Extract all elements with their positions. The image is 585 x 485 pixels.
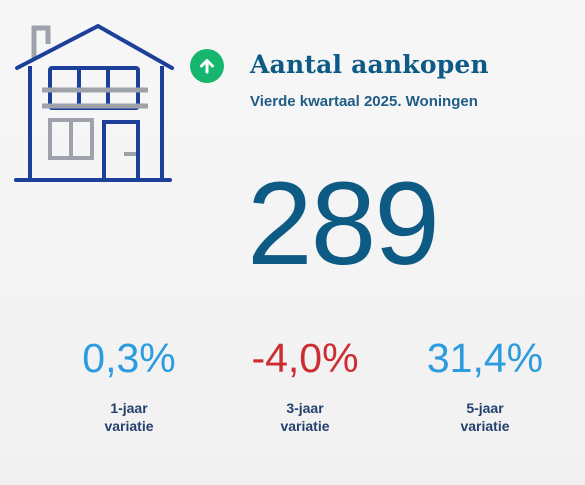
- metric-label: 1-jaar variatie: [44, 399, 214, 435]
- metric-label-line1: 3-jaar: [286, 400, 324, 416]
- metric-label-line2: variatie: [104, 418, 154, 434]
- metric-1-year: 0,3% 1-jaar variatie: [44, 338, 214, 435]
- metric-value: -4,0%: [251, 335, 359, 381]
- metric-label-line1: 1-jaar: [110, 400, 148, 416]
- metric-label-line2: variatie: [280, 418, 330, 434]
- arrow-up-icon: [190, 49, 224, 83]
- page-title: Aantal aankopen: [250, 50, 489, 79]
- metric-label-line1: 5-jaar: [466, 400, 504, 416]
- metric-label-line2: variatie: [460, 418, 510, 434]
- metric-label: 3-jaar variatie: [220, 399, 390, 435]
- metric-value: 0,3%: [82, 335, 176, 381]
- house-icon: [14, 24, 174, 182]
- main-value: 289: [247, 158, 440, 290]
- metric-value: 31,4%: [426, 335, 544, 381]
- metric-3-year: -4,0% 3-jaar variatie: [220, 338, 390, 435]
- metric-5-year: 31,4% 5-jaar variatie: [400, 338, 570, 435]
- metric-label: 5-jaar variatie: [400, 399, 570, 435]
- page-subtitle: Vierde kwartaal 2025. Woningen: [250, 93, 478, 110]
